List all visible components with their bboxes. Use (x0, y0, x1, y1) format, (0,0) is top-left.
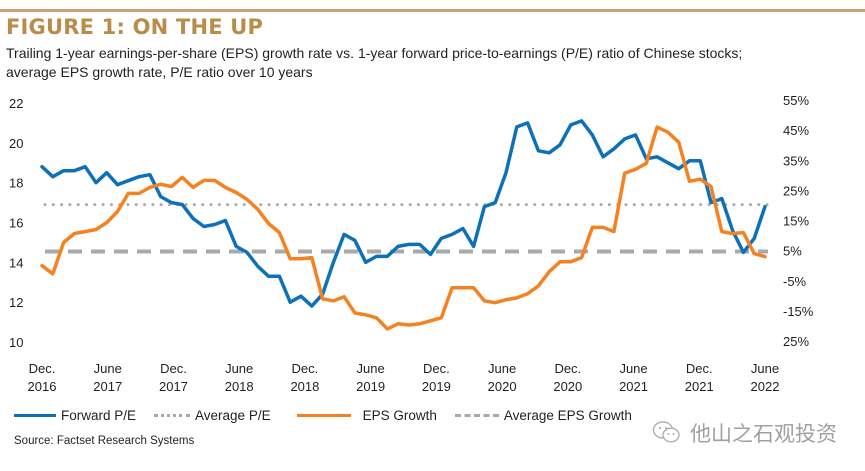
right-tick-label: 15% (783, 214, 809, 229)
x-tick-label-year: 2020 (553, 379, 582, 394)
legend-swatch-eps-growth (296, 413, 351, 417)
x-tick-label-month: Dec. (160, 361, 187, 376)
legend-swatch-average-pe (154, 413, 191, 417)
eps-growth-line (40, 125, 767, 331)
legend-item-forward-pe: Forward P/E (14, 408, 136, 423)
x-axis: Dec. 2016 June 2017 Dec. 2017 June 2018 Dec. 2018… (28, 361, 780, 394)
right-tick-label: 25% (783, 183, 809, 198)
x-tick-label-year: 2017 (93, 379, 122, 394)
right-tick-label: 35% (783, 153, 809, 168)
right-tick-label: 45% (783, 123, 809, 138)
x-tick-label-year: 2018 (225, 379, 254, 394)
x-tick-label-month: June (94, 361, 122, 376)
legend-swatch-average-eps-growth (454, 413, 499, 417)
x-tick-label-month: June (357, 361, 385, 376)
right-axis: 55% 45% 35% 25% 15% 5% -5% -15% 25% (783, 93, 814, 349)
x-tick-label-month: June (751, 361, 779, 376)
legend-item-eps-growth: EPS Growth (289, 408, 437, 423)
x-tick-label-year: 2019 (422, 379, 451, 394)
x-tick-label-year: 2021 (685, 379, 714, 394)
x-tick-label-month: June (225, 361, 253, 376)
x-tick-label-year: 2018 (290, 379, 319, 394)
x-tick-label-month: Dec. (423, 361, 450, 376)
left-tick-label: 10 (9, 335, 23, 350)
subtitle-line-1: Trailing 1-year earnings-per-share (EPS)… (6, 45, 743, 61)
legend: Forward P/E Average P/E EPS Growth Avera… (14, 404, 650, 426)
figure-subtitle: Trailing 1-year earnings-per-share (EPS)… (6, 44, 865, 82)
left-tick-label: 16 (9, 216, 23, 231)
x-tick-label-month: June (619, 361, 647, 376)
x-tick-label-year: 2016 (28, 379, 57, 394)
legend-item-average-eps-growth: Average EPS Growth (454, 407, 632, 423)
figure-title: FIGURE 1: ON THE UP (6, 15, 264, 39)
right-tick-label: 55% (783, 93, 809, 108)
subtitle-line-2: average EPS growth rate, P/E ratio over … (6, 64, 313, 80)
legend-label: Average P/E (195, 407, 271, 423)
x-tick-label-year: 2020 (488, 379, 517, 394)
left-tick-label: 22 (9, 96, 23, 111)
right-tick-label: -15% (783, 304, 814, 319)
right-tick-label: 25% (783, 334, 809, 349)
left-tick-label: 14 (9, 255, 23, 270)
x-tick-label-month: Dec. (686, 361, 713, 376)
x-tick-label-month: June (488, 361, 516, 376)
left-axis: 22 20 18 16 14 12 10 (9, 96, 23, 350)
x-tick-label-month: Dec. (292, 361, 319, 376)
x-tick-label-month: Dec. (29, 361, 56, 376)
forward-pe-line (40, 119, 767, 308)
left-tick-label: 18 (9, 176, 23, 191)
right-tick-label: 5% (783, 244, 802, 259)
legend-label: EPS Growth (362, 407, 437, 423)
left-tick-label: 12 (9, 295, 23, 310)
right-tick-label: -5% (783, 274, 807, 289)
top-rule (0, 9, 865, 12)
watermark: 他山之石观投资 (652, 418, 837, 448)
x-tick-label-year: 2022 (751, 379, 780, 394)
wechat-icon (652, 421, 680, 443)
legend-label: Forward P/E (61, 407, 137, 423)
left-tick-label: 20 (9, 136, 23, 151)
series-lines (40, 119, 770, 331)
x-tick-label-month: Dec. (554, 361, 581, 376)
x-tick-label-year: 2019 (356, 379, 385, 394)
source-note: Source: Factset Research Systems (14, 435, 195, 447)
legend-swatch-forward-pe (14, 413, 56, 417)
watermark-text: 他山之石观投资 (690, 422, 837, 446)
legend-item-average-pe: Average P/E (154, 408, 271, 423)
x-tick-label-year: 2021 (619, 379, 648, 394)
legend-label: Average EPS Growth (503, 407, 632, 423)
x-tick-label-year: 2017 (159, 379, 188, 394)
